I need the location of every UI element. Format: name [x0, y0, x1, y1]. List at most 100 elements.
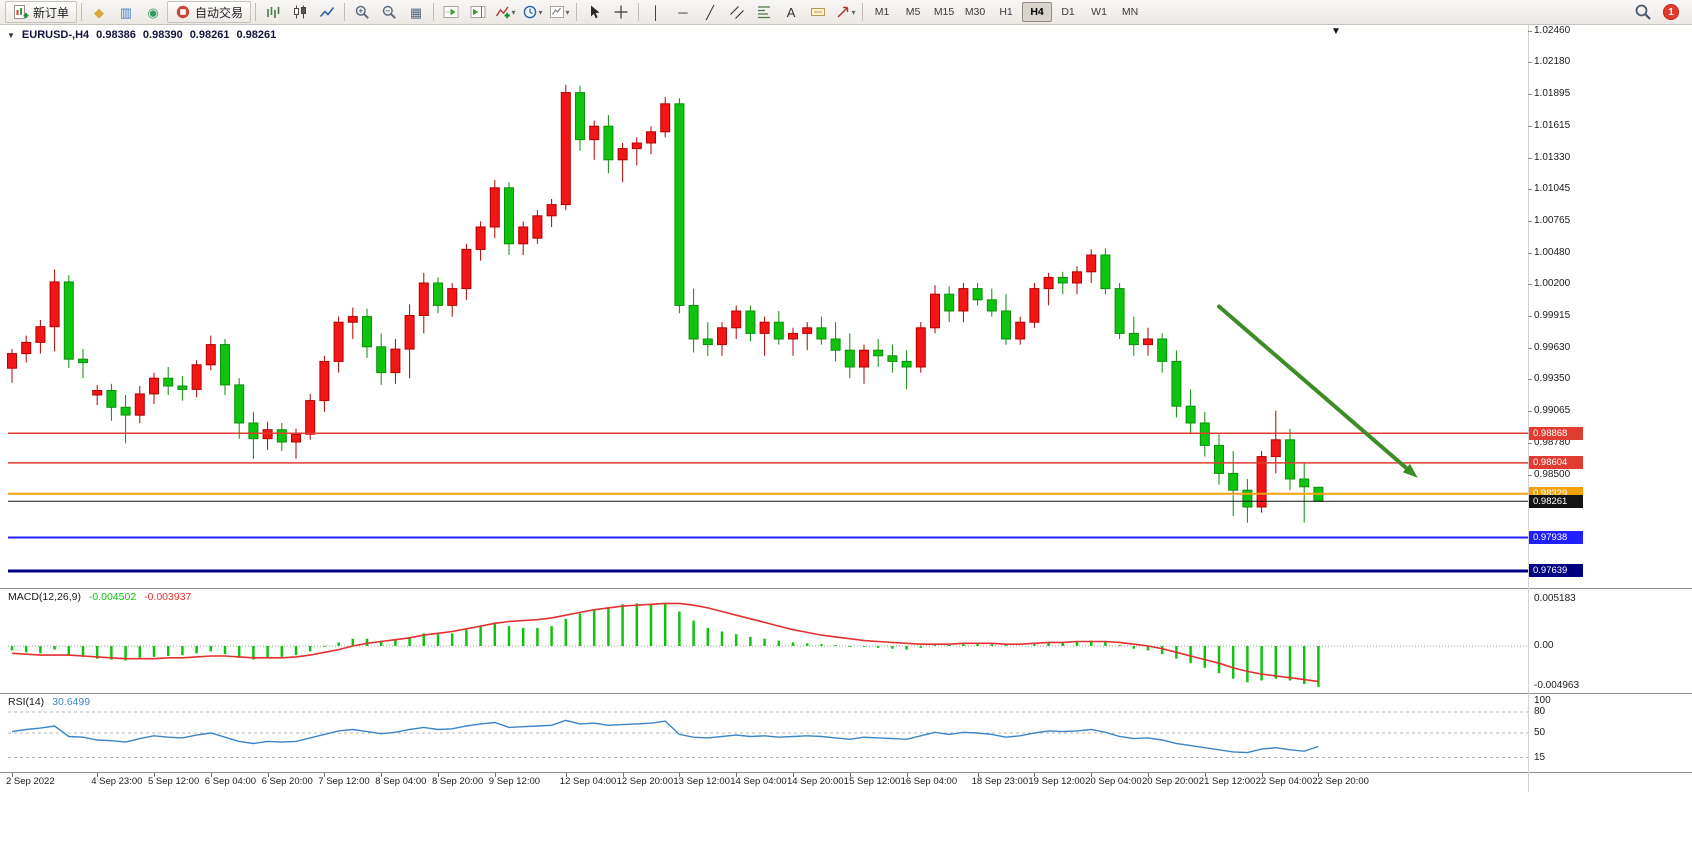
chart-marker-icon[interactable]: ▼	[1331, 26, 1341, 37]
notification-badge[interactable]: 1	[1663, 4, 1679, 20]
timeframe-h1[interactable]: H1	[999, 6, 1013, 18]
auto-scroll-icon[interactable]	[438, 1, 464, 23]
arrows-icon[interactable]: ▾	[832, 1, 858, 23]
trendline-icon: ╱	[706, 4, 714, 20]
text-label-icon[interactable]	[805, 1, 831, 23]
price-axis-tick	[1528, 94, 1532, 96]
timeframe-m1[interactable]: M1	[874, 6, 890, 18]
price-axis-label: 1.01045	[1534, 183, 1571, 195]
zoom-in-icon[interactable]	[349, 1, 375, 23]
candle-body	[646, 131, 656, 144]
candle-body	[1128, 332, 1139, 346]
timeframe-m30[interactable]: M30	[964, 6, 986, 18]
candle-body	[617, 148, 628, 161]
candle-body	[1270, 439, 1281, 458]
trend-arrow[interactable]	[1217, 304, 1414, 475]
time-axis-tick	[267, 773, 269, 777]
candle-body	[220, 344, 230, 386]
horizontal-line-icon[interactable]: ─	[670, 1, 696, 23]
templates-icon[interactable]: ▾	[546, 1, 572, 23]
toolbar-separator	[862, 3, 864, 21]
rsi-axis-label: 100	[1534, 695, 1551, 706]
toolbar-separator	[255, 3, 257, 21]
trend-arrow-head[interactable]	[1402, 463, 1418, 478]
candle-body	[986, 299, 997, 312]
time-axis-tick	[622, 773, 624, 777]
candle-body	[873, 349, 884, 357]
candle-body	[1299, 478, 1310, 488]
bar-chart-icon[interactable]	[260, 1, 286, 23]
candle-body	[21, 341, 32, 355]
vertical-line-icon[interactable]: │	[643, 1, 669, 23]
timeframe-w1[interactable]: W1	[1091, 6, 1107, 18]
time-axis-tick	[1091, 773, 1093, 777]
price-axis-tick	[1528, 31, 1532, 32]
rsi-pane[interactable]	[0, 693, 1692, 772]
autotrading-button[interactable]: 自动交易	[167, 1, 252, 23]
signals-icon[interactable]: ◉	[140, 1, 166, 23]
time-axis-label: 6 Sep 04:00	[204, 776, 257, 787]
candle-body	[475, 226, 486, 250]
price-axis-label: 1.00480	[1534, 246, 1571, 258]
chart-menu-icon[interactable]: ▼	[7, 30, 15, 40]
candle-body	[1114, 288, 1125, 334]
candle-body	[163, 377, 174, 387]
periods-icon[interactable]: ▾	[519, 1, 545, 23]
time-axis-tick	[1204, 773, 1206, 777]
candle-body	[589, 125, 600, 141]
fibonacci-icon[interactable]	[751, 1, 777, 23]
search-icon[interactable]	[1630, 1, 1656, 23]
candlestick-chart-icon[interactable]	[287, 1, 313, 23]
time-axis-tick	[736, 773, 738, 777]
indicators-icon[interactable]: ▾	[492, 1, 518, 23]
time-axis-tick	[1318, 773, 1320, 777]
time-axis-tick	[1148, 773, 1149, 777]
candle-body	[35, 326, 46, 343]
tile-windows-icon[interactable]: ▦	[403, 1, 429, 23]
new-order-button[interactable]: 新订单	[5, 1, 78, 23]
candle-body	[958, 288, 969, 312]
data-window-icon: ▥	[119, 4, 133, 20]
text-icon[interactable]: A	[778, 1, 804, 23]
candle-body	[234, 384, 245, 424]
trendline-icon[interactable]: ╱	[697, 1, 723, 23]
line-chart-icon[interactable]	[314, 1, 340, 23]
zoom-out-icon[interactable]	[376, 1, 402, 23]
candlestick-chart	[7, 84, 1528, 573]
time-axis-label: 7 Sep 12:00	[318, 776, 370, 787]
candle-body	[1242, 489, 1253, 508]
candle-body	[49, 281, 60, 328]
time-axis[interactable]	[0, 772, 1692, 792]
toolbar-separator	[576, 3, 578, 21]
price-axis-label: 1.02460	[1534, 25, 1571, 36]
crosshair-icon[interactable]	[608, 1, 634, 23]
price-axis-tick	[1528, 347, 1532, 349]
timeframe-m15[interactable]: M15	[933, 6, 955, 18]
timeframe-m5[interactable]: M5	[905, 6, 921, 18]
dropdown-arrow-icon: ▾	[565, 7, 570, 17]
candle-body	[901, 360, 912, 368]
price-chart-pane[interactable]	[0, 25, 1692, 588]
timeframe-mn[interactable]: MN	[1121, 6, 1139, 18]
price-axis-label: 1.00200	[1534, 278, 1571, 290]
equidistant-channel-icon[interactable]	[724, 1, 750, 23]
timeframe-d1[interactable]: D1	[1061, 6, 1075, 18]
cursor-icon[interactable]	[581, 1, 607, 23]
candle-body	[205, 344, 216, 366]
time-axis-tick	[1034, 773, 1036, 777]
candle-body	[859, 349, 869, 368]
price-axis-label: 1.02180	[1534, 56, 1571, 68]
chart-shift-icon[interactable]	[465, 1, 491, 23]
time-axis-label: 14 Sep 20:00	[787, 776, 844, 787]
horizontal-line-icon: ─	[678, 4, 688, 20]
macd-pane[interactable]	[0, 588, 1692, 693]
time-axis-tick	[977, 773, 979, 777]
candle-body	[1157, 338, 1168, 362]
timeframe-h4[interactable]: H4	[1022, 2, 1053, 22]
data-window-icon[interactable]: ▥	[113, 1, 139, 23]
candle-body	[1228, 472, 1239, 491]
toolbar-separator	[433, 3, 435, 21]
candle-body	[830, 338, 841, 351]
candle-body	[347, 316, 358, 323]
metaeditor-icon[interactable]: ◆	[86, 1, 112, 23]
